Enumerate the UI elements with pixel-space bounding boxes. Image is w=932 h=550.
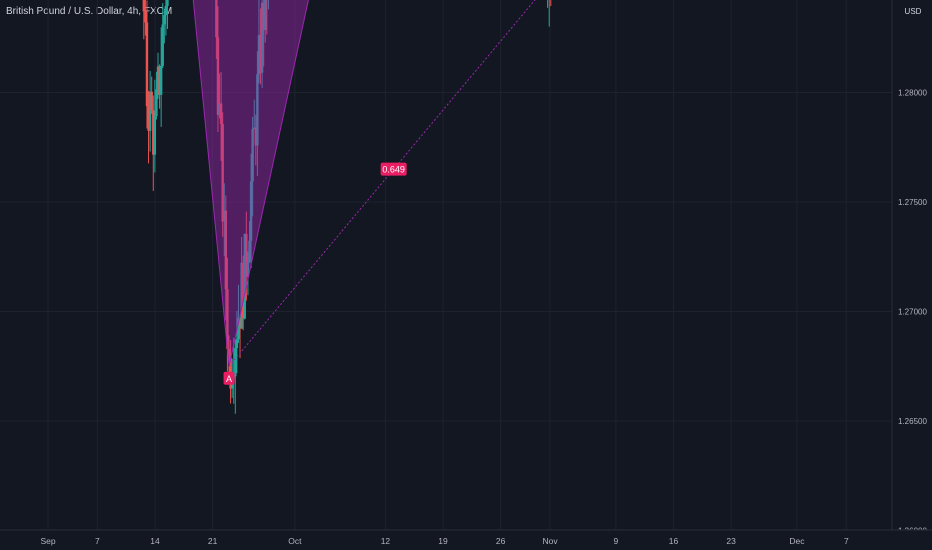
time-tick-label: 14 (150, 536, 160, 546)
candle-body (144, 11, 147, 23)
candle-body (163, 15, 166, 25)
candle-body (237, 317, 240, 340)
candle-body (251, 128, 254, 182)
candle-body (254, 127, 258, 146)
candle-body (224, 210, 228, 290)
time-tick-label: 23 (726, 536, 736, 546)
pattern-point-label: A (226, 374, 232, 384)
price-tick-label: 1.28000 (898, 89, 927, 98)
candle-body (234, 348, 237, 377)
price-tick-label: 1.27000 (898, 308, 927, 317)
time-tick-label: Oct (288, 536, 302, 546)
candle-body (164, 5, 168, 16)
time-tick-label: Dec (789, 536, 805, 546)
pattern-point-label-bg (223, 371, 235, 385)
candle-body (262, 2, 265, 31)
candle-body (235, 339, 239, 349)
time-tick-label: 7 (95, 536, 100, 546)
candle-body (241, 262, 245, 319)
candle-body (148, 91, 152, 131)
candle-body (219, 103, 223, 125)
candle-body (147, 106, 150, 131)
candle-body (145, 22, 149, 107)
candle-body (156, 66, 160, 90)
candle-body (159, 65, 163, 95)
candle-body (246, 261, 250, 277)
candle-body (256, 74, 259, 146)
candle-body (223, 210, 226, 222)
candle-body (240, 262, 243, 329)
candle-body (161, 24, 164, 66)
candle-body (226, 289, 229, 349)
candle-body (152, 110, 155, 155)
candle-body (221, 124, 224, 222)
chart-title: British Pound / U.S. Dollar, 4h, FXCM (6, 6, 173, 17)
candle-body (238, 317, 242, 329)
candle-body (253, 127, 256, 129)
price-tick-label: 1.26500 (898, 417, 927, 426)
candle-body (166, 0, 169, 6)
ratio-label-bg (380, 162, 407, 176)
candle-body (153, 116, 157, 155)
time-tick-label: 16 (669, 536, 679, 546)
price-tick-label: 1.27500 (898, 198, 927, 207)
candle-body (259, 35, 262, 73)
candle-body (215, 0, 218, 38)
pattern-triangle-xab (192, 0, 309, 367)
candle-body (248, 240, 251, 262)
candle-body (264, 0, 267, 31)
ratio-label: 0.649 (382, 165, 405, 175)
time-tick-label: 21 (208, 536, 218, 546)
time-tick-label: 19 (438, 536, 448, 546)
currency-label: USD (905, 7, 922, 16)
candle-body (150, 91, 153, 111)
candle-body (257, 35, 261, 75)
candle-body (260, 2, 264, 73)
time-tick-label: Sep (40, 536, 55, 546)
candle-body (227, 348, 231, 358)
time-tick-label: Nov (542, 536, 558, 546)
candle-body (218, 103, 221, 116)
candle-body (243, 234, 246, 319)
candle-body (158, 66, 161, 95)
price-axis-bg (892, 0, 932, 550)
time-axis-bg (0, 530, 932, 550)
candle-body (216, 37, 220, 116)
time-tick-label: 7 (844, 536, 849, 546)
time-tick-label: 12 (381, 536, 391, 546)
candle-body (245, 234, 248, 277)
time-tick-label: 9 (614, 536, 619, 546)
candle-body (142, 0, 146, 12)
candle-body (155, 89, 158, 117)
time-tick-label: 26 (496, 536, 506, 546)
candle-body (249, 181, 253, 241)
